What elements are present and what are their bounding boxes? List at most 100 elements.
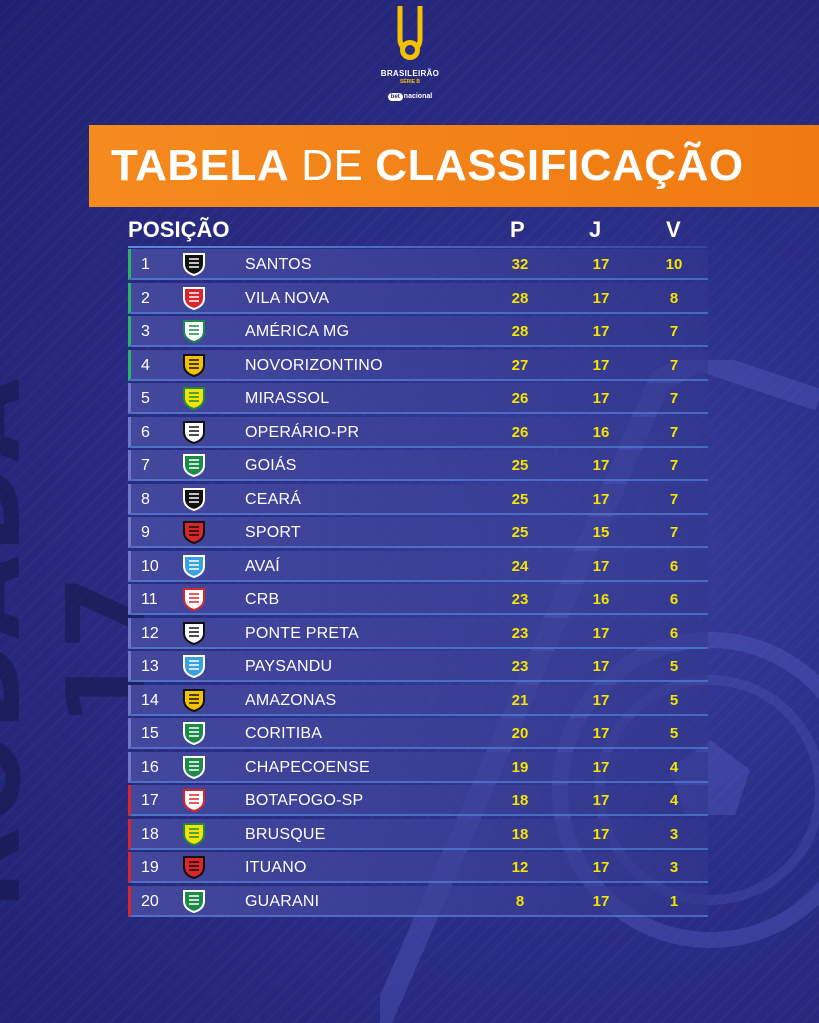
wins-value: 4 <box>669 792 679 809</box>
games-value: 17 <box>592 256 610 273</box>
table-row: 4 NOVORIZONTINO 27 17 7 <box>128 349 708 381</box>
points-value: 20 <box>511 725 529 742</box>
team-name: CORITIBA <box>245 725 323 742</box>
points-value: 21 <box>511 691 529 709</box>
team-name: PONTE PRETA <box>245 624 359 642</box>
team-crest-icon <box>183 856 205 879</box>
wins-value: 7 <box>669 423 679 441</box>
title-part-2: DE <box>301 141 364 190</box>
team-crest-icon <box>183 286 205 310</box>
team-name: ITUANO <box>245 859 307 876</box>
table-row: 3 AMÉRICA MG 28 17 7 <box>128 316 708 347</box>
row-position: 6 <box>141 423 150 441</box>
row-position: 3 <box>141 323 150 340</box>
team-name: AVAÍ <box>245 557 280 575</box>
team-name: GOIÁS <box>245 457 297 474</box>
table-row: 12 PONTE PRETA 23 17 6 <box>128 617 708 649</box>
points-value: 23 <box>511 624 529 642</box>
standings-table: 1 SANTOS 32 17 10 2 VILA NOVA 28 17 8 3 AMÉRICA MG 2… <box>128 249 708 919</box>
team-name: BRUSQUE <box>245 825 326 843</box>
wins-value: 5 <box>669 691 679 709</box>
games-value: 17 <box>592 557 610 575</box>
points-value: 25 <box>511 457 529 474</box>
points-value: 12 <box>511 859 529 876</box>
games-value: 16 <box>592 423 610 441</box>
points-value: 18 <box>511 825 529 843</box>
row-position: 9 <box>141 524 150 541</box>
row-position: 18 <box>141 825 159 843</box>
games-value: 17 <box>592 691 610 709</box>
team-name: BOTAFOGO-SP <box>245 792 364 809</box>
league-name: BRASILEIRÃO <box>380 69 440 78</box>
team-crest-icon <box>183 253 205 276</box>
wins-value: 3 <box>669 825 679 843</box>
table-header: POSIÇÃO P J V <box>128 215 708 248</box>
sponsor-badge: bet <box>387 93 403 101</box>
team-crest-icon <box>183 789 205 812</box>
row-position: 20 <box>141 892 159 910</box>
team-name: NOVORIZONTINO <box>245 356 383 374</box>
games-value: 17 <box>592 758 610 776</box>
row-position: 5 <box>141 390 150 407</box>
wins-value: 3 <box>669 859 679 876</box>
row-position: 8 <box>141 490 150 508</box>
wins-value: 8 <box>669 289 679 307</box>
team-name: VILA NOVA <box>245 289 330 307</box>
table-row: 10 AVAÍ 24 17 6 <box>128 550 708 582</box>
games-value: 17 <box>592 323 610 340</box>
games-value: 17 <box>592 825 610 843</box>
table-row: 11 CRB 23 16 6 <box>128 584 708 615</box>
points-value: 18 <box>511 792 529 809</box>
games-value: 17 <box>592 490 610 508</box>
team-crest-icon <box>183 454 205 477</box>
points-value: 8 <box>515 892 525 910</box>
table-row: 5 MIRASSOL 26 17 7 <box>128 383 708 414</box>
games-value: 17 <box>592 624 610 642</box>
wins-value: 7 <box>669 490 679 508</box>
team-crest-icon <box>183 755 205 779</box>
title-part-3: CLASSIFICAÇÃO <box>375 141 744 190</box>
games-value: 17 <box>592 892 610 910</box>
table-row: 20 GUARANI 8 17 1 <box>128 885 708 917</box>
wins-value: 6 <box>669 591 679 608</box>
table-row: 1 SANTOS 32 17 10 <box>128 249 708 280</box>
wins-value: 6 <box>669 557 679 575</box>
wins-value: 10 <box>665 256 683 273</box>
table-row: 8 CEARÁ 25 17 7 <box>128 483 708 515</box>
team-crest-icon <box>183 387 205 410</box>
team-crest-icon <box>183 420 205 444</box>
team-name: MIRASSOL <box>245 390 330 407</box>
wins-value: 6 <box>669 624 679 642</box>
team-name: SPORT <box>245 524 301 541</box>
team-name: GUARANI <box>245 892 320 910</box>
team-crest-icon <box>183 487 205 511</box>
team-crest-icon <box>183 521 205 544</box>
points-value: 25 <box>511 490 529 508</box>
wins-value: 5 <box>669 725 679 742</box>
points-value: 23 <box>511 658 529 675</box>
team-name: PAYSANDU <box>245 658 333 675</box>
points-value: 26 <box>511 390 529 407</box>
table-row: 7 GOIÁS 25 17 7 <box>128 450 708 481</box>
table-row: 18 BRUSQUE 18 17 3 <box>128 818 708 850</box>
team-name: CEARÁ <box>245 490 302 508</box>
table-row: 15 CORITIBA 20 17 5 <box>128 718 708 749</box>
games-value: 17 <box>592 859 610 876</box>
points-value: 28 <box>511 323 529 340</box>
row-position: 11 <box>141 591 158 608</box>
team-crest-icon <box>183 722 205 745</box>
row-position: 2 <box>141 289 150 307</box>
league-series: SÉRIE B <box>399 79 420 85</box>
wins-value: 7 <box>669 356 679 374</box>
row-position: 7 <box>141 457 150 474</box>
trophy-icon <box>397 6 423 60</box>
row-position: 15 <box>141 725 159 742</box>
team-name: CRB <box>245 591 280 608</box>
team-name: SANTOS <box>245 256 312 273</box>
team-name: CHAPECOENSE <box>245 758 370 776</box>
header-position: POSIÇÃO <box>128 217 230 242</box>
row-position: 4 <box>141 356 150 374</box>
games-value: 17 <box>592 356 610 374</box>
wins-value: 5 <box>669 658 679 675</box>
points-value: 25 <box>511 524 529 541</box>
